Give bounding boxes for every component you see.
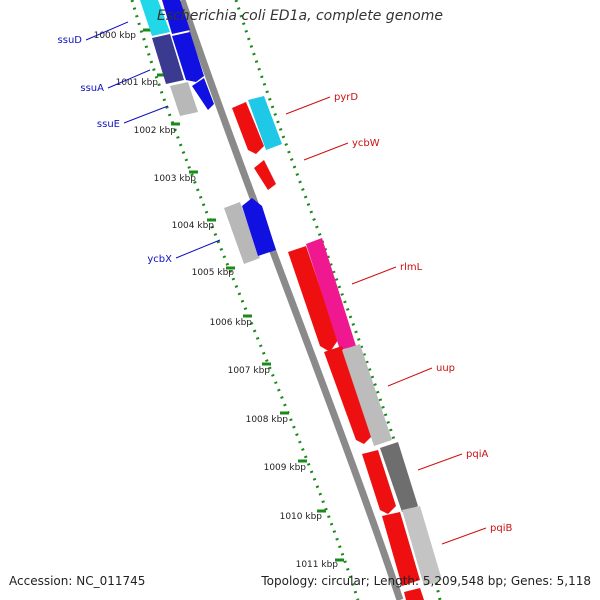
gene-feature (162, 0, 190, 34)
leader-line-ssuE (123, 105, 169, 124)
gene-feature-uup (324, 346, 372, 444)
gene-label-rlmL[interactable]: rlmL (400, 262, 423, 273)
kbp-label: 1010 kbp (280, 512, 323, 522)
leader-line-pyrD (285, 96, 331, 115)
inner-dotted-track (130, 0, 360, 600)
gene-feature (402, 506, 442, 586)
kbp-label: 1001 kbp (116, 78, 159, 88)
leader-line-uup (387, 367, 433, 387)
accession-text: Accession: NC_011745 (9, 574, 146, 588)
gene-label-ycbX[interactable]: ycbX (147, 254, 172, 265)
gene-feature (306, 238, 356, 350)
gene-feature-pqiA (362, 450, 396, 514)
kbp-label: 1002 kbp (134, 126, 177, 136)
kbp-label: 1005 kbp (192, 268, 235, 278)
gene-feature-ycbW (248, 96, 282, 150)
gene-label-ssuA[interactable]: ssuA (80, 83, 104, 94)
gene-label-ssuE[interactable]: ssuE (97, 119, 120, 130)
gene-feature (342, 344, 392, 446)
leader-line-ycbX (175, 239, 221, 259)
gene-feature (404, 588, 424, 600)
gene-feature-rlmL (288, 246, 338, 352)
gene-feature (152, 34, 184, 84)
gene-label-pyrD[interactable]: pyrD (334, 92, 358, 103)
gene-feature (254, 160, 276, 190)
leader-line-ssuA (107, 69, 151, 89)
gene-label-ycbW[interactable]: ycbW (352, 138, 380, 149)
gene-feature (172, 32, 204, 82)
genome-summary-text: Topology: circular; Length: 5,209,548 bp… (261, 574, 591, 588)
leader-line-ycbW (303, 142, 349, 161)
gene-feature-ssuD-region (140, 0, 170, 36)
gene-label-uup[interactable]: uup (436, 363, 455, 374)
gene-label-pqiA[interactable]: pqiA (466, 449, 488, 460)
genome-backbone (178, 0, 404, 600)
kbp-label: 1000 kbp (94, 31, 137, 41)
kbp-label: 1008 kbp (246, 415, 289, 425)
map-title: Escherichia coli ED1a, complete genome (157, 8, 443, 24)
leader-line-pqiA (417, 453, 463, 471)
leader-line-pqiB (441, 527, 487, 545)
gene-feature-pyrD (232, 102, 264, 154)
leader-line-ssuD (85, 21, 129, 41)
gene-feature (192, 78, 214, 110)
gene-feature (380, 442, 418, 512)
gene-feature (170, 82, 198, 116)
leader-line-rlmL (351, 266, 397, 285)
kbp-label: 1004 kbp (172, 221, 215, 231)
kbp-ticks (143, 28, 344, 562)
kbp-label: 1003 kbp (154, 174, 197, 184)
kbp-label: 1011 kbp (296, 560, 339, 570)
kbp-label: 1009 kbp (264, 463, 307, 473)
gene-label-pqiB[interactable]: pqiB (490, 523, 512, 534)
gene-label-ssuD[interactable]: ssuD (58, 35, 83, 46)
gene-feature-pqiB (382, 512, 420, 586)
gene-features (140, 0, 442, 600)
kbp-label: 1007 kbp (228, 366, 271, 376)
gene-feature (242, 198, 276, 256)
gene-feature-ycbX (224, 202, 260, 264)
kbp-label: 1006 kbp (210, 318, 253, 328)
